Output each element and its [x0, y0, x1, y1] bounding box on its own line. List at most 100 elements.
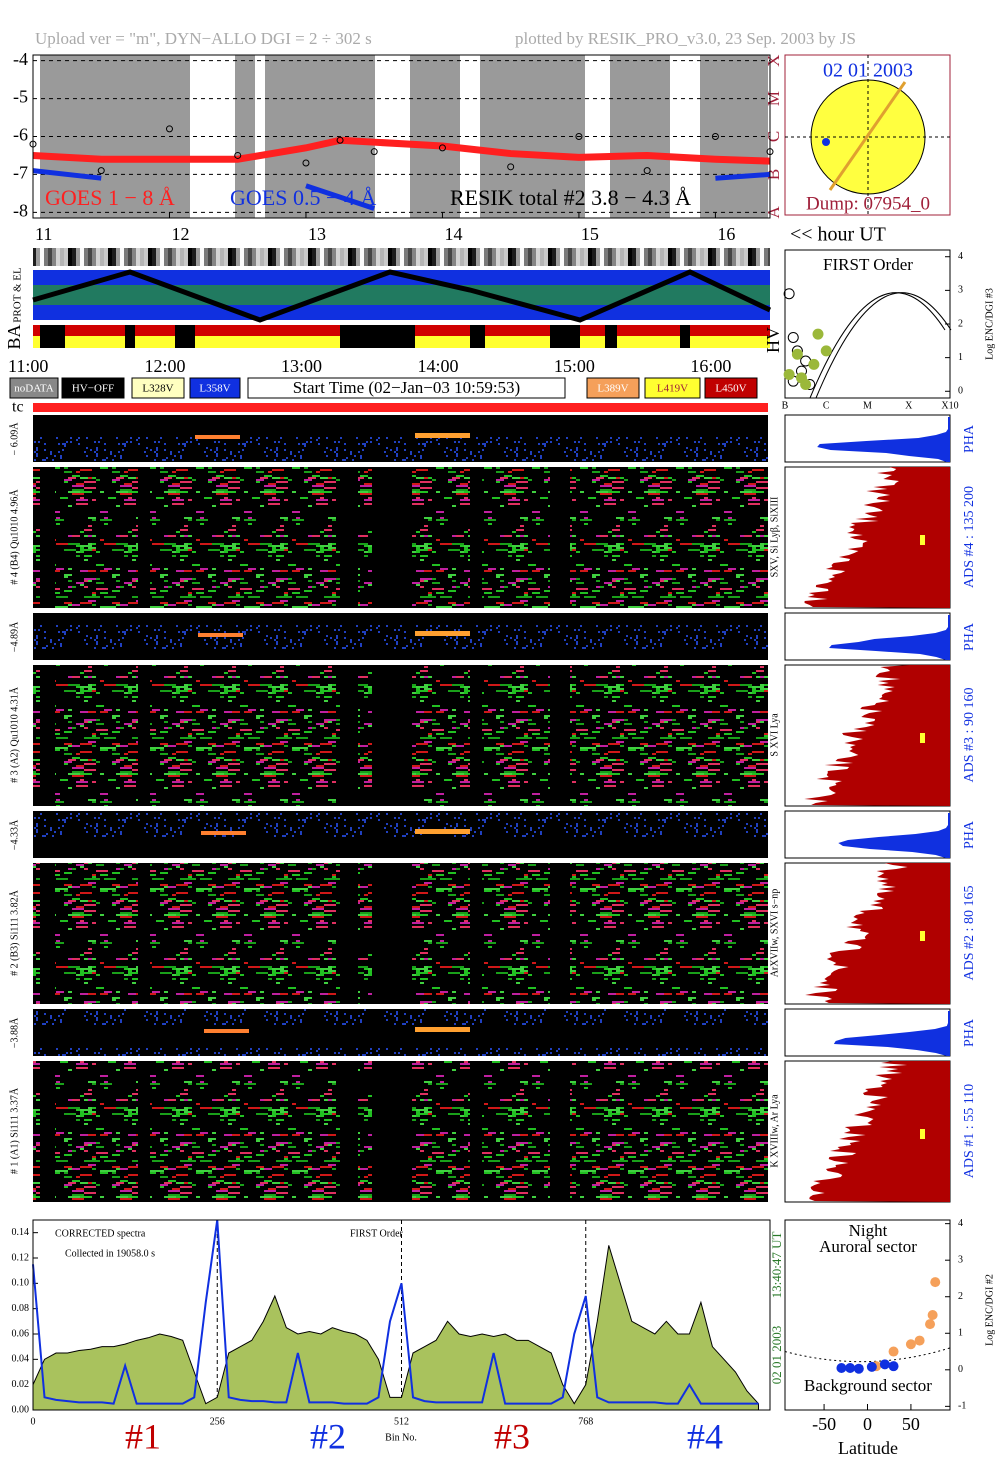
resik-point [575, 133, 583, 140]
lat-point [836, 1362, 847, 1373]
lat-point [853, 1363, 864, 1374]
data-gap [340, 665, 358, 806]
lat-title: Night [849, 1221, 888, 1240]
gap [125, 325, 135, 348]
pha-strip [33, 811, 768, 858]
inset-title: FIRST Order [823, 255, 913, 274]
header-plotted: plotted by RESIK_PRO_v3.0, 23 Sep. 2003 … [515, 29, 856, 48]
line-ids: S XVI Lya [769, 713, 780, 757]
x-label: Latitude [838, 1438, 898, 1458]
lat-point [845, 1362, 856, 1373]
annotation: FIRST Order [350, 1228, 404, 1239]
status-box [131, 377, 185, 399]
status-box [644, 377, 701, 399]
pha-name: PHA [962, 1018, 977, 1047]
y-tick-label: -7 [13, 163, 28, 183]
lat-boundary [784, 1347, 951, 1363]
y-tick-label: 0.00 [12, 1404, 30, 1415]
goes-line [32, 136, 771, 165]
ads-label: ADS #4 : 135 200 [962, 486, 977, 588]
pha-strip [33, 415, 768, 462]
resik-point [643, 167, 651, 175]
inset-point [783, 288, 795, 300]
ba-gaps [40, 325, 690, 348]
resik-point [302, 159, 310, 167]
pha-profile [817, 417, 950, 462]
ads-marker [920, 535, 925, 545]
y-tick-label: 2 [958, 1291, 963, 1302]
x-tick-label: 15 [581, 224, 599, 244]
y-tick-label: 0.12 [12, 1252, 30, 1263]
data-gap [340, 1061, 358, 1202]
y-tick-label: 1 [958, 352, 963, 363]
spectrum-time: 13:40:47 UT [769, 1232, 784, 1299]
status-label: L358V [199, 383, 230, 395]
gap [470, 325, 485, 348]
time-label: 15:00 [554, 356, 595, 376]
y-tick-label: 4 [958, 251, 963, 262]
limit-curve [815, 292, 952, 399]
resik-point [507, 163, 515, 171]
channel-number: #2 [310, 1416, 346, 1456]
resik-point [97, 167, 105, 175]
x-tick-label: -50 [812, 1414, 836, 1434]
status-label: L389V [597, 383, 628, 395]
channel-label: # 1 (A1) Si111 3.37Å [8, 1087, 20, 1174]
prot-orbit [32, 269, 772, 323]
y2-tick-label: X [764, 55, 783, 67]
channel-number: #4 [687, 1416, 723, 1456]
data-gap [138, 665, 150, 806]
data-gap [138, 1061, 150, 1202]
status-box [586, 377, 640, 399]
data-gap [372, 863, 412, 1004]
data-gap [372, 1061, 412, 1202]
ads-label: ADS #2 : 80 165 [962, 886, 977, 981]
data-gap [40, 467, 55, 608]
time-label: 13:00 [281, 356, 322, 376]
lat-point [905, 1339, 916, 1350]
status-label: L328V [142, 383, 173, 395]
strip-gray [33, 248, 770, 266]
row-label: HV [763, 327, 783, 353]
pha-name: PHA [962, 424, 977, 453]
resik-point [711, 133, 719, 140]
y-tick-label: -4 [13, 49, 28, 69]
resik-point [165, 125, 173, 133]
y-tick-label: 0 [958, 386, 963, 397]
pha-label: − 6.09Å [8, 422, 20, 456]
pha-label: −4.89Å [8, 621, 20, 652]
annotation: Auroral sector [819, 1237, 917, 1256]
pha-line [204, 1029, 249, 1033]
y-tick-label: -6 [13, 125, 28, 145]
status-box [704, 377, 758, 399]
resik-point [234, 151, 242, 159]
status-label: HV−OFF [72, 383, 114, 395]
header-upload: Upload ver = "m", DYN−ALLO DGI = 2 ÷ 302… [35, 29, 372, 48]
y-tick-label: -5 [13, 87, 28, 107]
gap [175, 325, 195, 348]
time-label: 14:00 [417, 356, 458, 376]
y-label: Log ENC/DGI #2 [984, 1274, 995, 1346]
data-gap [550, 665, 570, 806]
tc-label: tc [12, 399, 24, 416]
row-label: BA [4, 324, 24, 349]
sun-track [828, 81, 907, 191]
data-gap [40, 665, 55, 806]
ads-label: ADS #1 : 55 110 [962, 1084, 977, 1178]
y-tick-label: 0.04 [12, 1354, 30, 1365]
ads-profile [805, 863, 950, 1004]
status-box [247, 377, 566, 399]
spectrum-line [32, 1219, 759, 1405]
channel-number: #3 [494, 1416, 530, 1456]
line-ids: ArXVIIw, SXVI s−np [769, 889, 780, 978]
sun-point [822, 138, 830, 146]
y2-tick-label: A [764, 205, 783, 218]
spectrum-frame [32, 1219, 771, 1411]
y-tick-label: 1 [958, 1328, 963, 1339]
gap [605, 325, 617, 348]
resik-point [336, 136, 344, 144]
gap [550, 325, 580, 348]
resik-point [370, 148, 378, 156]
x-tick-label: 11 [35, 224, 52, 244]
